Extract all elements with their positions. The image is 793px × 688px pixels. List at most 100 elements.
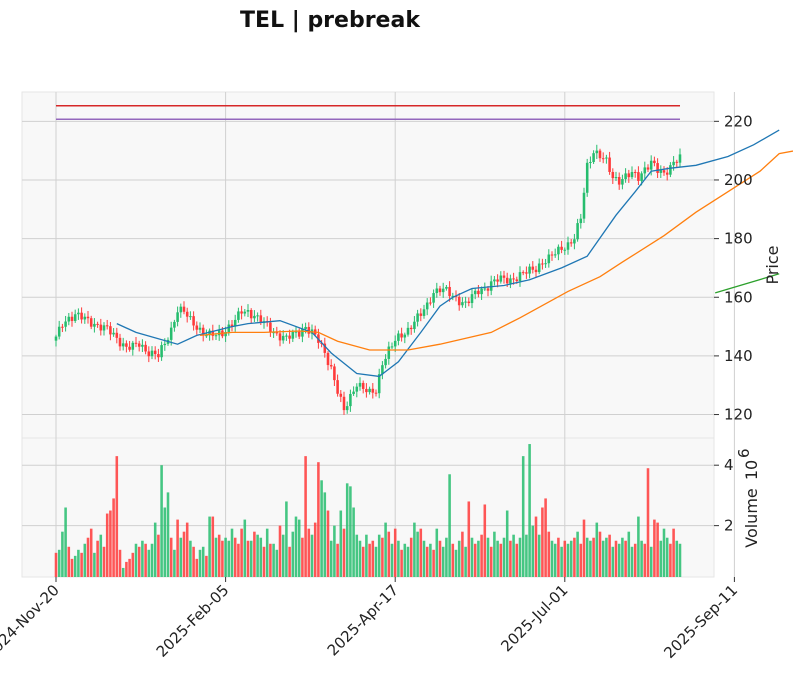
volume-bar [633,543,637,577]
x-tick-label: 2024-Nov-20 [0,581,63,662]
volume-bar [339,510,343,577]
candle-body [147,351,151,357]
candle-body [544,263,547,265]
candle-body [64,321,67,327]
candle-body [224,331,227,337]
candle-body [288,335,291,339]
volume-bar [355,534,359,577]
candle-body [102,325,106,331]
volume-bar [451,543,455,577]
candle-body [182,306,186,312]
volume-bar [374,546,378,577]
volume-tick-label: 2 [724,517,734,535]
candle-body [531,266,535,270]
candle-body [438,288,442,293]
candle-body [128,346,131,350]
volume-bar [381,537,384,577]
volume-bar [406,546,410,577]
candle-body [371,388,375,393]
volume-bar [288,546,291,577]
candle-body [361,382,365,389]
volume-bar [317,462,320,577]
volume-bar [467,501,471,577]
volume-bar [400,549,403,577]
candle-body [406,327,410,335]
candle-body [656,163,659,173]
volume-bar [473,543,477,577]
candle-body [281,335,285,341]
volume-bar [611,546,615,577]
candle-body [150,350,154,357]
volume-bar [208,516,211,577]
candle-body [400,333,403,338]
candle-body [429,302,432,304]
candle-body [112,332,115,335]
volume-bar [560,546,563,577]
volume-bar [233,537,237,577]
volume-bar [205,555,208,577]
volume-bar [595,522,599,577]
candle-body [598,150,602,159]
volume-bar [589,540,592,577]
volume-bar [192,546,195,577]
candle-body [374,392,378,394]
candle-body [381,365,384,375]
volume-bar [169,537,173,577]
candle-body [617,177,621,185]
candle-body [157,354,160,358]
volume-bar [393,528,397,577]
candle-body [269,322,272,333]
candle-body [214,335,218,337]
volume-bar [486,537,490,577]
volume-bar [387,531,391,577]
volume-bar [371,540,375,577]
candle-body [189,316,192,318]
candle-body [326,352,330,366]
candle-body [550,254,554,256]
volume-bar [403,543,407,577]
volume-bar [432,549,435,577]
volume-bar [134,543,138,577]
candle-body [390,346,394,348]
volume-bar [435,528,439,577]
candle-body [67,316,71,322]
volume-bar [214,537,218,577]
candle-body [525,272,528,274]
volume-bar [416,531,419,577]
candle-body [137,343,141,347]
candle-body [99,324,103,331]
series-line [199,150,793,351]
candle-body [646,167,650,170]
candle-body [480,288,483,295]
candle-body [121,343,125,347]
volume-bar [224,537,227,577]
volume-bar [470,537,474,577]
volume-bar [262,546,266,577]
volume-bar [131,552,135,577]
y-ticks: 120 140 160 180 200 220 2 4 [714,112,753,535]
candle-body [486,288,490,291]
candle-body [57,326,61,337]
moving-average-lines [116,129,793,378]
volume-bar [646,468,650,577]
volume-bar [249,540,253,577]
candle-body [275,332,279,334]
volume-bar [345,483,349,577]
volume-bar [505,510,509,577]
volume-bar [582,519,586,577]
candle-body [109,326,112,335]
volume-bar [358,540,362,577]
volume-bar [93,552,96,577]
candle-body [336,380,339,394]
candle-body [560,246,563,250]
candle-body [70,316,74,321]
svg-text:10: 10 [742,460,761,480]
candle-body [416,313,419,322]
volume-bar [499,543,503,577]
candle-body [134,342,138,344]
candle-body [537,263,541,273]
candle-body [547,254,551,264]
volume-bar [70,558,74,577]
x-ticks: 2024-Nov-20 2025-Feb-05 2025-Apr-17 2025-Ju… [0,577,741,662]
candle-body [198,327,202,330]
